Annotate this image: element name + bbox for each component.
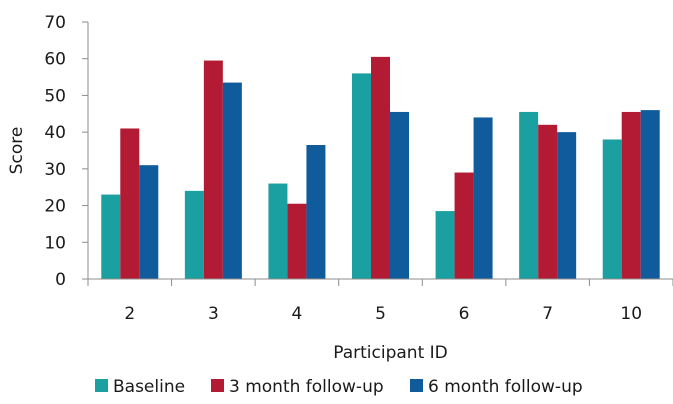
legend-swatch <box>95 379 108 392</box>
bar <box>454 172 474 279</box>
bar <box>120 128 140 279</box>
bar <box>390 111 409 279</box>
legend-label: 3 month follow-up <box>229 377 384 397</box>
x-tick-label: 7 <box>542 304 553 324</box>
x-tick-label: 6 <box>459 304 470 324</box>
bar <box>268 183 288 279</box>
x-axis-ticks: 2 3 4 5 6 7 10 <box>87 279 673 324</box>
legend-swatch <box>211 379 224 392</box>
bar <box>621 111 641 279</box>
x-tick-label: 3 <box>208 304 219 324</box>
legend-label: 6 month follow-up <box>428 377 583 397</box>
bar <box>101 194 121 279</box>
x-tick-label: 5 <box>375 304 386 324</box>
bar <box>352 73 371 280</box>
legend-swatch <box>410 379 423 392</box>
bar <box>203 60 223 279</box>
y-tick-label: 50 <box>44 86 66 106</box>
x-tick-label: 4 <box>292 304 303 324</box>
y-tick-label: 0 <box>55 270 66 290</box>
bar <box>184 190 204 279</box>
y-tick-label: 70 <box>44 13 66 33</box>
y-tick-label: 10 <box>44 233 66 253</box>
bar <box>222 82 242 279</box>
x-tick-label: 10 <box>620 304 642 324</box>
legend: Baseline 3 month follow-up 6 month follow-… <box>95 377 583 397</box>
bars <box>101 56 660 280</box>
bar <box>139 165 159 279</box>
bar <box>306 144 326 279</box>
y-axis-title: Score <box>7 127 27 175</box>
bar <box>538 124 558 279</box>
y-tick-label: 30 <box>44 160 66 180</box>
x-tick-label: 2 <box>124 304 135 324</box>
bar <box>435 211 455 279</box>
legend-item: 6 month follow-up <box>410 377 583 397</box>
legend-label: Baseline <box>113 377 185 397</box>
bar <box>640 110 660 279</box>
legend-item: Baseline <box>95 377 185 397</box>
bar <box>371 56 390 279</box>
bar <box>602 139 622 279</box>
y-tick-label: 60 <box>44 50 66 70</box>
bar <box>519 111 539 279</box>
x-axis-title: Participant ID <box>333 343 448 363</box>
legend-item: 3 month follow-up <box>211 377 384 397</box>
bar <box>557 132 577 279</box>
bar <box>473 117 493 279</box>
y-tick-label: 40 <box>44 123 66 143</box>
y-tick-label: 20 <box>44 197 66 217</box>
bar <box>287 203 307 279</box>
y-axis-ticks: 0 10 20 30 40 50 60 70 <box>44 13 88 290</box>
